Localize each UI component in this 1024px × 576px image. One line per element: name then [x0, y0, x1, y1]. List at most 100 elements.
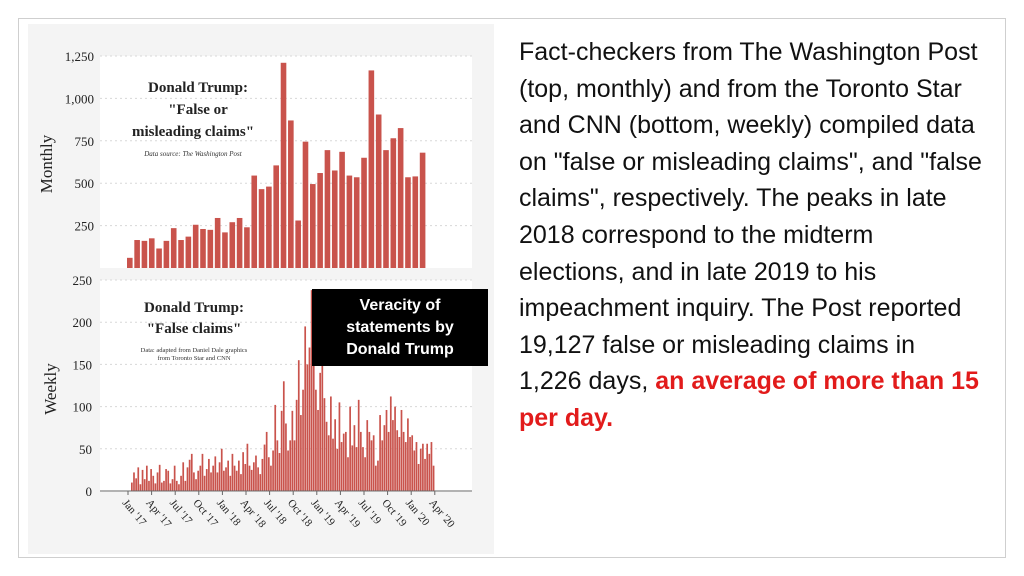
monthly-y-axis-label: Monthly	[37, 134, 56, 193]
weekly-bar	[280, 410, 283, 491]
weekly-bar	[342, 433, 345, 491]
weekly-bar	[315, 389, 317, 491]
monthly-bar	[251, 175, 258, 268]
weekly-bar	[300, 415, 302, 491]
caption-box: Veracity of statements by Donald Trump	[312, 289, 488, 366]
monthly-bar	[192, 224, 199, 268]
weekly-y-tick-label: 200	[73, 315, 93, 330]
monthly-bar	[302, 141, 309, 268]
weekly-bar	[345, 431, 347, 491]
weekly-bar	[201, 453, 204, 491]
weekly-bar	[379, 415, 381, 491]
weekly-bar	[248, 465, 251, 491]
monthly-bar	[295, 220, 301, 268]
weekly-bar	[244, 463, 247, 491]
weekly-bar	[160, 482, 163, 491]
weekly-bar	[381, 440, 384, 491]
weekly-bar	[317, 409, 319, 491]
weekly-bar	[327, 435, 330, 491]
weekly-bar	[400, 409, 403, 491]
monthly-bar	[134, 240, 140, 268]
weekly-bar	[246, 443, 249, 491]
monthly-bar	[339, 151, 345, 268]
weekly-bar	[154, 483, 157, 491]
weekly-bar	[173, 465, 176, 491]
weekly-bar	[310, 290, 313, 491]
weekly-bar	[428, 453, 431, 491]
weekly-bar	[424, 458, 426, 491]
weekly-bar	[143, 479, 146, 491]
monthly-bar	[405, 177, 411, 268]
weekly-bar	[419, 448, 422, 491]
monthly-bar	[353, 177, 360, 268]
weekly-bar	[167, 470, 170, 491]
weekly-bar	[190, 453, 193, 491]
weekly-bar	[430, 442, 433, 491]
weekly-bar	[184, 480, 187, 491]
weekly-x-tick-label: Jan '20	[403, 497, 432, 528]
monthly-bar	[280, 62, 287, 269]
weekly-bar	[199, 465, 202, 491]
weekly-x-tick-label: Oct '19	[379, 497, 409, 529]
weekly-bar	[156, 472, 159, 491]
weekly-bar	[141, 469, 144, 491]
caption-text: Veracity of statements by Donald Trump	[346, 296, 454, 358]
weekly-bar	[148, 480, 150, 491]
monthly-bar	[127, 257, 133, 268]
weekly-bar	[272, 450, 274, 491]
weekly-bar	[274, 404, 277, 491]
weekly-bar	[398, 436, 401, 491]
monthly-bar	[229, 222, 236, 268]
weekly-bar	[278, 453, 281, 491]
weekly-bar	[210, 472, 212, 491]
monthly-bar	[222, 232, 228, 268]
monthly-bar	[419, 152, 426, 268]
monthly-bar	[178, 240, 184, 268]
monthly-bar	[266, 186, 272, 268]
weekly-bar	[261, 458, 264, 491]
weekly-bar	[377, 460, 379, 491]
weekly-bar	[216, 472, 219, 491]
weekly-bar	[186, 467, 189, 491]
weekly-bar	[133, 472, 135, 491]
monthly-title-line-1: Donald Trump:	[148, 80, 248, 96]
monthly-y-tick-label: 500	[75, 176, 95, 191]
weekly-bar	[285, 423, 287, 491]
weekly-bar	[306, 364, 309, 491]
body-text: Fact-checkers from The Washington Post (…	[519, 38, 982, 396]
weekly-y-tick-label: 150	[73, 357, 93, 372]
weekly-bar	[330, 396, 332, 491]
weekly-bar	[422, 443, 424, 491]
weekly-bar	[432, 465, 435, 491]
weekly-bar	[195, 479, 197, 491]
weekly-bar	[287, 450, 289, 491]
weekly-bar	[231, 453, 234, 491]
weekly-bar	[347, 457, 349, 491]
weekly-bar	[276, 440, 279, 491]
weekly-bar	[362, 447, 364, 491]
monthly-bar	[324, 150, 331, 268]
weekly-bar	[229, 475, 232, 491]
weekly-bar	[214, 456, 217, 491]
weekly-bar	[372, 435, 375, 491]
monthly-y-tick-label: 1,250	[65, 49, 94, 64]
weekly-bar	[323, 398, 326, 491]
monthly-bar	[310, 184, 316, 268]
weekly-bar	[302, 389, 304, 491]
weekly-chart-title: Donald Trump: "False claims" Data: adapt…	[141, 300, 248, 362]
monthly-bar	[331, 170, 338, 268]
monthly-chart-title: Donald Trump: "False or misleading claim…	[132, 80, 254, 158]
weekly-x-tick-label: Jan '17	[120, 497, 149, 528]
weekly-bar	[205, 469, 208, 491]
chart-figure: 250 500 750 1,000 1,250 Monthly Donald Trump…	[28, 24, 494, 554]
monthly-bar	[412, 176, 419, 268]
weekly-bar	[308, 347, 311, 491]
weekly-bar	[255, 455, 257, 491]
weekly-bar	[218, 462, 221, 491]
monthly-bar	[156, 248, 162, 268]
weekly-bar	[270, 465, 272, 491]
weekly-bar	[175, 480, 178, 491]
weekly-title-line-1: Donald Trump:	[144, 300, 244, 316]
monthly-y-tick-label: 750	[75, 134, 95, 149]
weekly-bar	[163, 480, 165, 491]
